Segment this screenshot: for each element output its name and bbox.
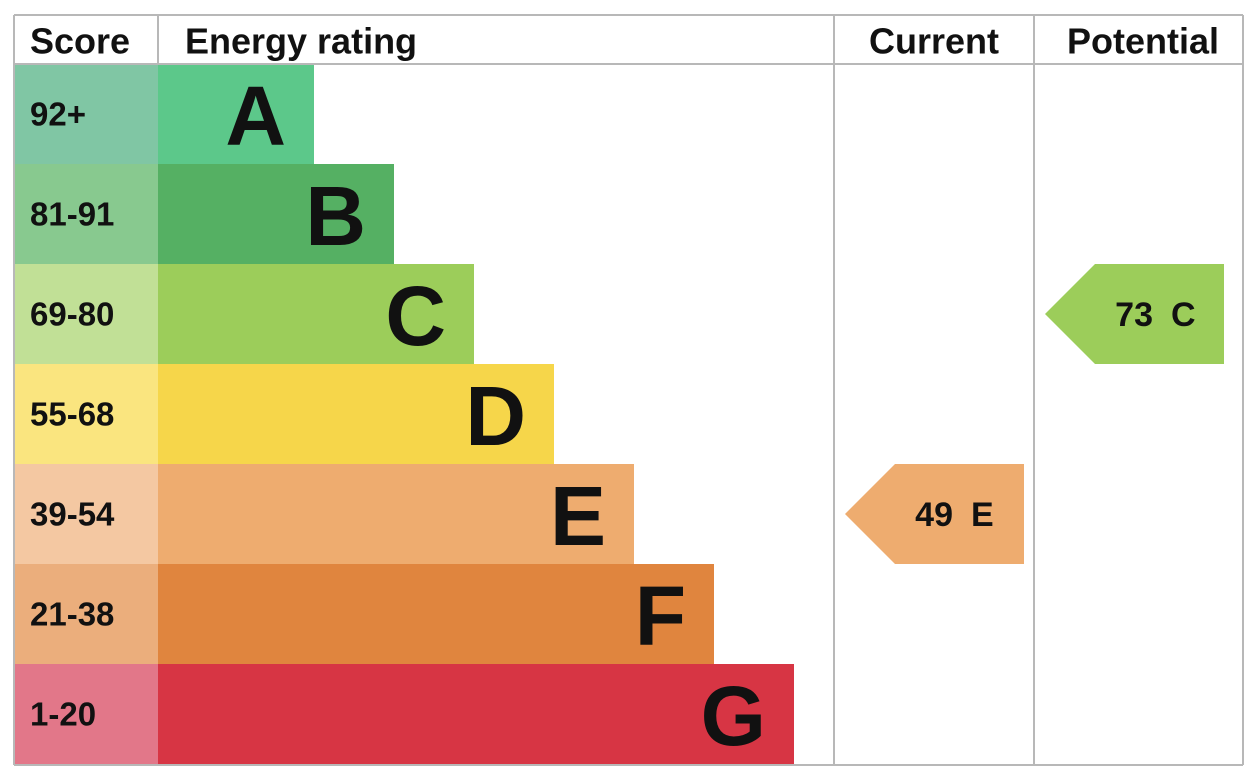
rating-letter: C bbox=[385, 269, 446, 363]
potential-score: 73 bbox=[1115, 296, 1153, 334]
score-range: 92+ bbox=[30, 96, 86, 133]
score-cell bbox=[14, 664, 158, 764]
score-cell bbox=[14, 164, 158, 264]
potential-rating: C bbox=[1171, 296, 1196, 334]
potential-arrow bbox=[1045, 264, 1224, 364]
header-potential: Potential bbox=[1067, 21, 1219, 62]
rating-bar bbox=[158, 164, 394, 264]
score-range: 39-54 bbox=[30, 496, 115, 533]
score-cell bbox=[14, 64, 158, 164]
rating-bar bbox=[158, 664, 794, 764]
rating-bar bbox=[158, 564, 714, 664]
rating-bar bbox=[158, 64, 314, 164]
header-current: Current bbox=[869, 21, 999, 62]
current-arrow bbox=[845, 464, 1024, 564]
score-cell bbox=[14, 564, 158, 664]
rating-bar bbox=[158, 364, 554, 464]
rating-bar bbox=[158, 464, 634, 564]
score-range: 81-91 bbox=[30, 196, 114, 233]
rating-letter: A bbox=[225, 69, 286, 163]
current-score: 49 bbox=[915, 496, 953, 534]
rating-letter: F bbox=[635, 569, 686, 663]
header-rating: Energy rating bbox=[185, 21, 417, 62]
rating-letter: D bbox=[465, 369, 526, 463]
score-cell bbox=[14, 464, 158, 564]
score-cell bbox=[14, 264, 158, 364]
rating-bar bbox=[158, 264, 474, 364]
score-range: 1-20 bbox=[30, 696, 96, 733]
header-score: Score bbox=[30, 21, 130, 62]
rating-letter: E bbox=[550, 469, 606, 563]
current-rating: E bbox=[971, 496, 994, 534]
score-range: 55-68 bbox=[30, 396, 114, 433]
score-cell bbox=[14, 364, 158, 464]
score-range: 69-80 bbox=[30, 296, 114, 333]
score-range: 21-38 bbox=[30, 596, 114, 633]
rating-letter: G bbox=[701, 669, 766, 763]
rating-letter: B bbox=[305, 169, 366, 263]
